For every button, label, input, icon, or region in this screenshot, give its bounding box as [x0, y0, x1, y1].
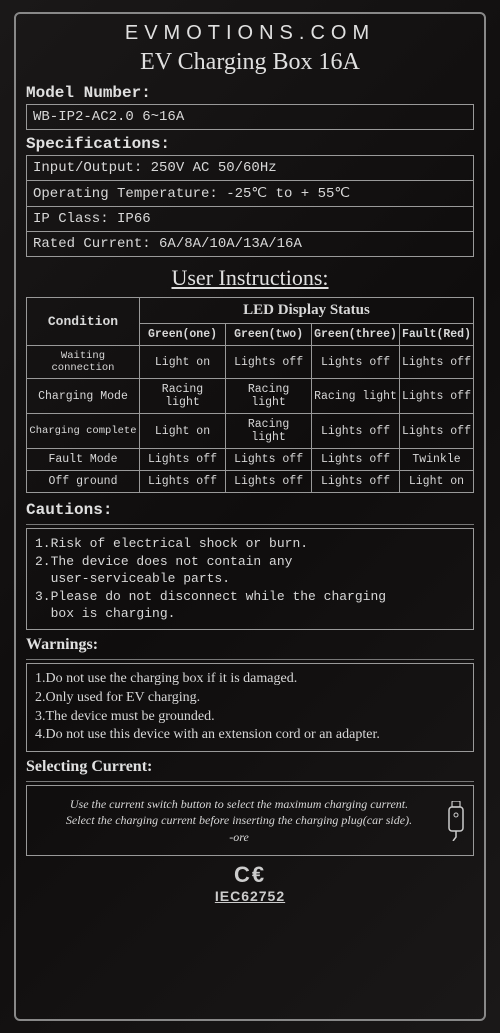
divider	[26, 781, 474, 782]
col-fault-red: Fault(Red)	[399, 324, 473, 346]
ce-mark-icon: C€	[26, 862, 474, 888]
table-row: Fault Mode Lights off Lights off Lights …	[27, 449, 474, 471]
selcur-line: -ore	[35, 829, 443, 845]
selcur-line: Select the charging current before inser…	[35, 812, 443, 828]
spec-row: Operating Temperature: -25℃ to + 55℃	[26, 180, 474, 206]
selcur-line: Use the current switch button to select …	[35, 796, 443, 812]
warning-line: 2.Only used for EV charging.	[35, 689, 465, 708]
spec-row: IP Class: IP66	[26, 206, 474, 231]
col-green-three: Green(three)	[312, 324, 400, 346]
table-row: Waiting connection Light on Lights off L…	[27, 346, 474, 379]
plug-icon	[445, 801, 467, 841]
selecting-current-label: Selecting Current:	[26, 758, 474, 776]
col-green-one: Green(one)	[139, 324, 225, 346]
certification-block: C€ IEC62752	[26, 862, 474, 904]
divider	[26, 524, 474, 525]
instructions-label: User Instructions:	[26, 265, 474, 291]
model-label: Model Number:	[26, 84, 474, 102]
table-row: Charging complete Light on Racing light …	[27, 414, 474, 449]
col-condition: Condition	[27, 298, 140, 346]
cautions-label: Cautions:	[26, 501, 474, 519]
col-led-status: LED Display Status	[139, 298, 473, 324]
led-table: Condition LED Display Status Green(one) …	[26, 297, 474, 493]
cautions-block: 1.Risk of electrical shock or burn. 2.Th…	[26, 528, 474, 630]
col-green-two: Green(two)	[226, 324, 312, 346]
specs-label: Specifications:	[26, 135, 474, 153]
selecting-current-block: Use the current switch button to select …	[26, 785, 474, 856]
caution-line: 3.Please do not disconnect while the cha…	[35, 588, 465, 606]
brand: EVMOTIONS.COM	[26, 22, 474, 45]
table-row: Off ground Lights off Lights off Lights …	[27, 471, 474, 493]
spec-row: Rated Current: 6A/8A/10A/13A/16A	[26, 231, 474, 257]
warning-line: 1.Do not use the charging box if it is d…	[35, 670, 465, 689]
spec-row: Input/Output: 250V AC 50/60Hz	[26, 155, 474, 180]
nameplate: EVMOTIONS.COM EV Charging Box 16A Model …	[14, 12, 486, 1021]
warnings-block: 1.Do not use the charging box if it is d…	[26, 663, 474, 753]
iec-standard: IEC62752	[26, 888, 474, 904]
caution-line: user-serviceable parts.	[35, 570, 465, 588]
model-value: WB-IP2-AC2.0 6~16A	[26, 104, 474, 130]
table-row: Charging Mode Racing light Racing light …	[27, 379, 474, 414]
divider	[26, 659, 474, 660]
warning-line: 3.The device must be grounded.	[35, 708, 465, 727]
caution-line: 1.Risk of electrical shock or burn.	[35, 535, 465, 553]
caution-line: box is charging.	[35, 605, 465, 623]
warnings-label: Warnings:	[26, 636, 474, 654]
warning-line: 4.Do not use this device with an extensi…	[35, 726, 465, 745]
specs-block: Input/Output: 250V AC 50/60Hz Operating …	[26, 155, 474, 257]
caution-line: 2.The device does not contain any	[35, 553, 465, 571]
product-title: EV Charging Box 16A	[26, 49, 474, 76]
